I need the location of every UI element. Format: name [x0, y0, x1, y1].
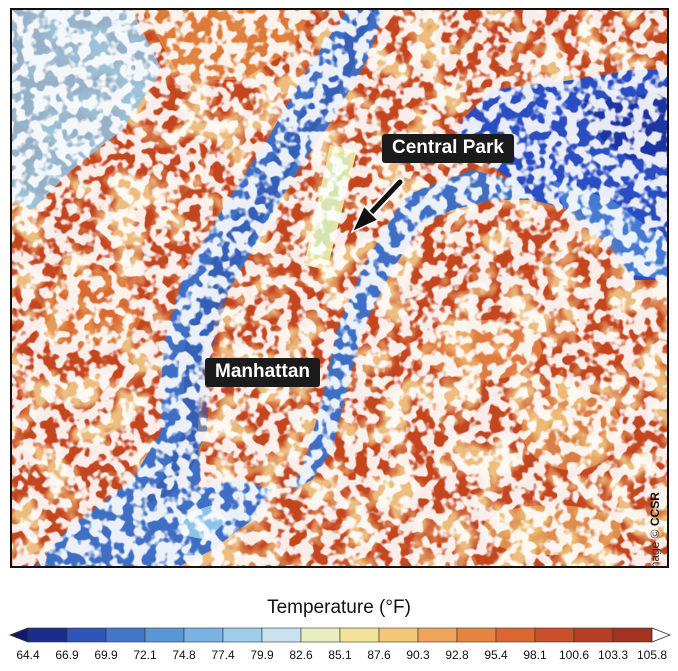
temperature-colorbar	[8, 627, 672, 643]
colorbar-tick-label: 105.8	[636, 648, 668, 662]
colorbar-segment	[261, 627, 302, 643]
image-credit: Image © CCSR	[648, 492, 662, 568]
colorbar-tick-label: 95.4	[484, 648, 508, 662]
colorbar-tick-label: 90.3	[406, 648, 430, 662]
colorbar-tick-label: 66.9	[55, 648, 79, 662]
colorbar-segment	[534, 627, 575, 643]
colorbar-tick-label: 103.3	[597, 648, 629, 662]
colorbar-segment	[456, 627, 497, 643]
colorbar-ticks: 64.4 66.9 69.9 72.1 74.8 77.4 79.9 82.6 85.1 87.6…	[0, 648, 678, 668]
colorbar-segment	[222, 627, 263, 643]
colorbar-tick-label: 100.6	[558, 648, 590, 662]
colorbar-tick-label: 69.9	[94, 648, 118, 662]
colorbar-segment	[573, 627, 614, 643]
colorbar-tick-label: 74.8	[172, 648, 196, 662]
colorbar-tick-label: 79.9	[250, 648, 274, 662]
colorbar-segment	[339, 627, 380, 643]
central-park-arrow	[350, 177, 405, 234]
colorbar-tick-label: 77.4	[211, 648, 235, 662]
heat-map-image	[12, 10, 667, 566]
colorbar-segment	[183, 627, 224, 643]
colorbar-segment	[612, 627, 653, 643]
colorbar-tick-label: 72.1	[133, 648, 157, 662]
colorbar-segment	[417, 627, 458, 643]
colorbar-tick-label: 98.1	[523, 648, 547, 662]
manhattan-label: Manhattan	[205, 358, 320, 387]
colorbar-tick-label: 85.1	[328, 648, 352, 662]
colorbar-segment	[144, 627, 185, 643]
colorbar-tick-label: 82.6	[289, 648, 313, 662]
colorbar-segment	[105, 627, 146, 643]
heat-map: Central Park Manhattan Image © CCSR	[10, 8, 669, 568]
colorbar-high-arrow	[651, 627, 672, 643]
colorbar-segment	[495, 627, 536, 643]
colorbar-segment	[27, 627, 68, 643]
colorbar-tick-label: 92.8	[445, 648, 469, 662]
legend-title: Temperature (°F)	[267, 597, 411, 618]
colorbar-segment	[300, 627, 341, 643]
colorbar-segment	[378, 627, 419, 643]
colorbar-low-arrow	[8, 627, 29, 643]
colorbar-tick-label: 87.6	[367, 648, 391, 662]
central-park-label: Central Park	[382, 134, 514, 163]
hotspot-speckles	[12, 10, 667, 566]
colorbar-tick-label: 64.4	[16, 648, 40, 662]
colorbar-segment	[66, 627, 107, 643]
